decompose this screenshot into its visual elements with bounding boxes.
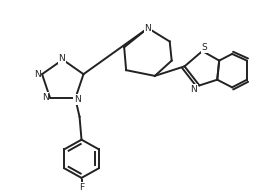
Text: F: F	[79, 183, 84, 192]
Text: N: N	[34, 70, 41, 79]
Text: N: N	[144, 24, 151, 33]
Text: N: N	[190, 85, 197, 94]
Text: N: N	[74, 95, 81, 104]
Text: N: N	[59, 54, 65, 63]
Text: S: S	[202, 43, 207, 52]
Text: N: N	[42, 93, 48, 102]
